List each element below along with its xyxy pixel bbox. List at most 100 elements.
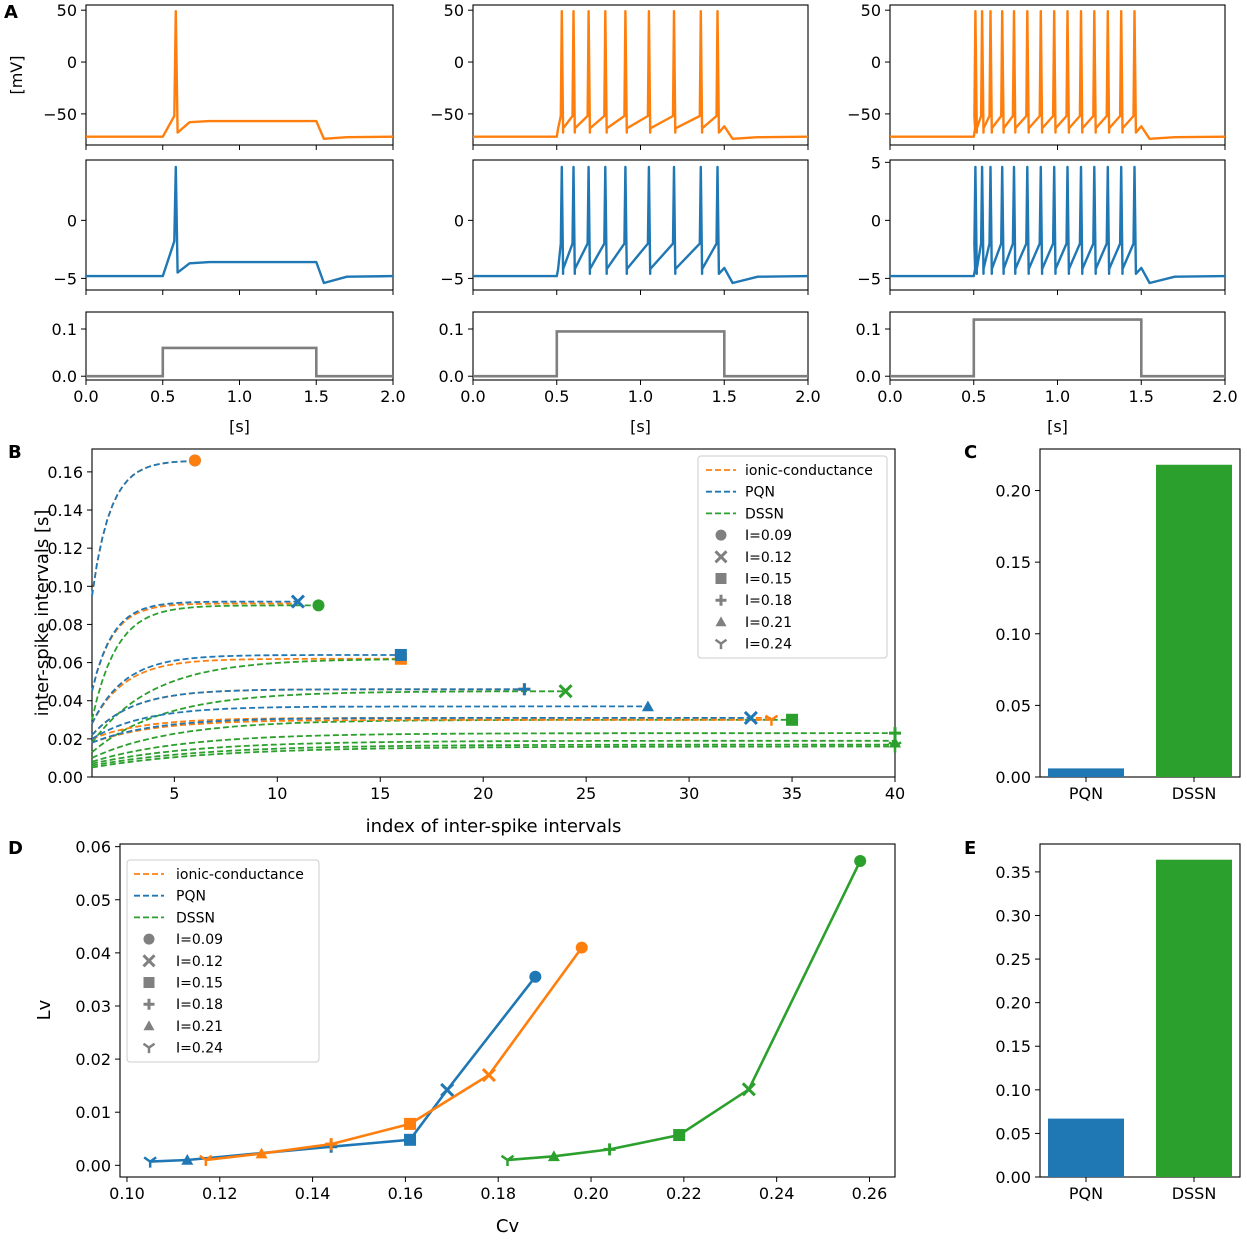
lv-cv-line xyxy=(150,976,537,1163)
marker-tri-down xyxy=(764,714,779,726)
x-tick-label: 15 xyxy=(370,784,390,803)
x-axis-label: [s] xyxy=(229,417,250,436)
x-tick-label: 40 xyxy=(885,784,905,803)
x-tick-label: 0.5 xyxy=(150,387,175,406)
legend-label: I=0.09 xyxy=(745,528,792,544)
y-tick-label: 50 xyxy=(861,1,881,20)
x-tick-label: 0.20 xyxy=(573,1184,609,1203)
y-tick-label: 0 xyxy=(454,53,464,72)
marker-plus xyxy=(143,998,155,1010)
y-tick-label: 0.05 xyxy=(995,696,1031,715)
isi-series-line xyxy=(91,743,895,767)
y-tick-label: 0.00 xyxy=(75,1156,111,1175)
y-tick-label: 0.0 xyxy=(52,367,77,386)
y-tick-label: 0.1 xyxy=(439,320,464,339)
x-tick-label: 0.18 xyxy=(480,1184,516,1203)
x-tick-label: 35 xyxy=(782,784,802,803)
legend-label: I=0.15 xyxy=(745,572,792,588)
axes-frame xyxy=(889,4,1226,146)
y-tick-label: 0.05 xyxy=(995,1124,1031,1143)
y-tick-label: −50 xyxy=(43,105,77,124)
y-tick-label: 0.30 xyxy=(995,906,1031,925)
y-tick-label: 0.00 xyxy=(995,768,1031,787)
pqn-voltage-trace xyxy=(890,165,1226,285)
legend-label: ionic-conductance xyxy=(176,867,304,883)
ionic-voltage-trace xyxy=(473,9,809,141)
axes-frame xyxy=(85,311,394,381)
legend-label: I=0.09 xyxy=(176,932,223,948)
x-tick-label: 1.5 xyxy=(712,387,737,406)
isi-series-line xyxy=(91,690,566,753)
stimulus-trace xyxy=(86,346,393,378)
marker-triangle xyxy=(181,1154,194,1165)
legend-label: I=0.21 xyxy=(745,615,792,631)
legend-label: PQN xyxy=(176,889,206,905)
marker-square xyxy=(394,648,407,661)
y-tick-label: 0 xyxy=(871,211,881,230)
isi-series-line xyxy=(91,657,401,725)
y-tick-label: 5 xyxy=(871,153,881,172)
y-tick-label: −50 xyxy=(430,105,464,124)
y-tick-label: 0.1 xyxy=(856,320,881,339)
y-tick-label: 0.02 xyxy=(75,1050,111,1069)
y-tick-label: −5 xyxy=(53,269,77,288)
x-tick-label: 1.5 xyxy=(1129,387,1154,406)
axes-frame xyxy=(119,843,896,1178)
marker-x xyxy=(743,710,758,725)
x-tick-label: 1.0 xyxy=(227,387,252,406)
y-tick-label: 50 xyxy=(57,1,77,20)
isi-series-line xyxy=(91,718,793,759)
bar xyxy=(1048,768,1124,777)
legend-label: I=0.18 xyxy=(176,997,223,1013)
marker-square xyxy=(786,713,799,726)
x-tick-label: 10 xyxy=(267,784,287,803)
x-tick-label: 0.5 xyxy=(544,387,569,406)
x-tick-label: 2.0 xyxy=(1212,387,1237,406)
x-tick-label: 0.0 xyxy=(460,387,485,406)
marker-square xyxy=(673,1129,686,1142)
panel-d: 0.10 0.12 0.14 0.16 0.18 0.20 0.22 0.24 0.26 0.00… xyxy=(34,838,896,1237)
x-tick-label: PQN xyxy=(1069,784,1103,803)
marker-plus xyxy=(715,594,727,606)
marker-tri-down xyxy=(714,638,728,650)
x-axis-label: [s] xyxy=(1047,417,1068,436)
isi-series-line xyxy=(91,460,195,596)
x-tick-label: 2.0 xyxy=(380,387,405,406)
legend-label: I=0.21 xyxy=(176,1019,223,1035)
isi-series-line xyxy=(91,602,298,692)
legend-label: ionic-conductance xyxy=(745,463,873,479)
bar xyxy=(1156,464,1232,777)
x-tick-label: 0.16 xyxy=(388,1184,424,1203)
legend-box xyxy=(126,859,320,1063)
x-tick-label: 0.22 xyxy=(666,1184,702,1203)
marker-tri-down xyxy=(500,1154,515,1166)
marker-x xyxy=(290,594,305,609)
marker-triangle xyxy=(143,1020,155,1031)
y-tick-label: 0.05 xyxy=(75,891,111,910)
x-tick-label: 0.14 xyxy=(295,1184,331,1203)
y-tick-label: −50 xyxy=(847,105,881,124)
marker-square xyxy=(404,1133,417,1146)
isi-series-line xyxy=(91,717,751,744)
pqn-voltage-trace xyxy=(473,165,809,285)
y-tick-label: 0.02 xyxy=(47,730,83,749)
bar xyxy=(1156,859,1232,1177)
y-axis-label: Lv xyxy=(34,999,55,1020)
axes-frame xyxy=(1039,448,1241,778)
y-tick-label: 0.01 xyxy=(75,1103,111,1122)
ionic-voltage-trace xyxy=(86,9,394,141)
y-tick-label: 50 xyxy=(444,1,464,20)
legend-box xyxy=(697,455,888,659)
y-tick-label: 0.15 xyxy=(995,553,1031,572)
marker-square xyxy=(715,573,727,584)
marker-x xyxy=(741,1082,756,1097)
marker-square xyxy=(404,1117,417,1130)
y-tick-label: 0 xyxy=(67,211,77,230)
lv-cv-line xyxy=(507,860,862,1162)
x-tick-label: 25 xyxy=(576,784,596,803)
isi-series-line xyxy=(91,745,895,769)
marker-square xyxy=(143,977,155,988)
x-tick-label: 5 xyxy=(169,784,179,803)
legend-label: I=0.15 xyxy=(176,976,223,992)
panel-letter-a: A xyxy=(4,2,18,23)
